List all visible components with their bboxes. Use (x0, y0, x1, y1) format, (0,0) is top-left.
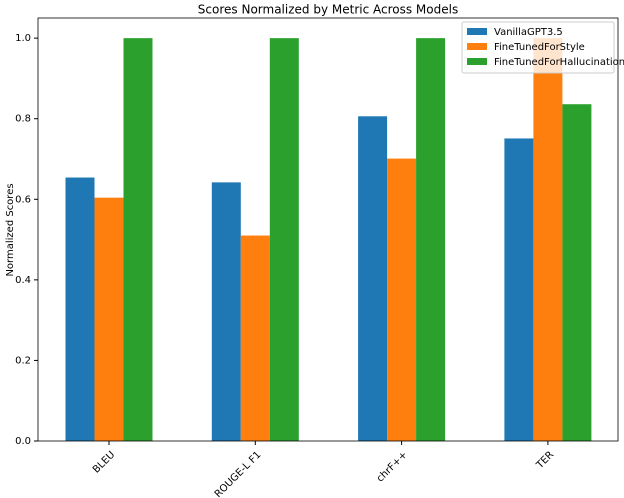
legend-label: VanillaGPT3.5 (494, 27, 563, 38)
legend-swatch (467, 28, 487, 35)
y-tick-label: 0.4 (15, 275, 31, 286)
bar (94, 197, 124, 441)
legend-swatch (467, 58, 487, 65)
legend-label: FineTunedForHallucinations (494, 57, 624, 68)
bar (240, 235, 270, 441)
legend: VanillaGPT3.5 FineTunedForStyle FineTunedF… (461, 21, 624, 74)
bar (211, 182, 241, 441)
bar (65, 177, 95, 441)
y-tick-label: 0.6 (15, 194, 31, 205)
bar (562, 104, 592, 441)
bar (269, 38, 299, 442)
y-axis-label: Normalized Scores (5, 183, 16, 276)
bar (123, 38, 153, 442)
y-tick-label: 0.8 (15, 114, 31, 125)
plot-frame (37, 17, 619, 442)
bar (504, 138, 534, 441)
legend-box (461, 21, 615, 74)
y-tick-label: 0.0 (15, 436, 31, 447)
legend-label: FineTunedForStyle (494, 42, 585, 53)
bar (533, 38, 563, 442)
bar (358, 116, 388, 441)
y-tick-label: 0.2 (15, 355, 31, 366)
chart-title: Scores Normalized by Metric Across Model… (198, 3, 458, 17)
bar (416, 38, 446, 442)
bar (387, 158, 417, 441)
y-tick-label: 1.0 (15, 33, 31, 44)
legend-swatch (467, 43, 487, 50)
